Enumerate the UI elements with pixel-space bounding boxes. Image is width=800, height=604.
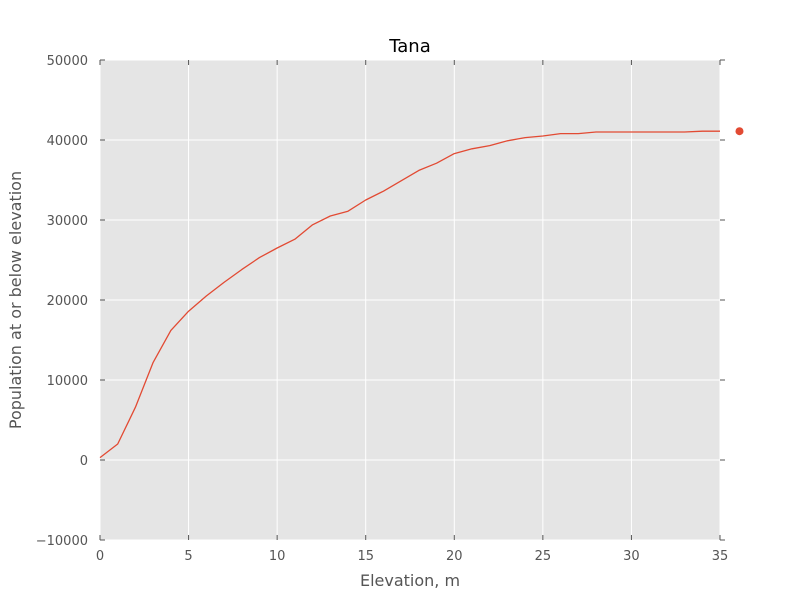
x-tick-label: 35: [712, 549, 729, 564]
x-tick-label: 5: [184, 549, 192, 564]
y-tick-label: 10000: [47, 374, 88, 389]
y-tick-label: 30000: [47, 214, 88, 229]
y-tick-label: 40000: [47, 134, 88, 149]
x-tick-label: 10: [269, 549, 286, 564]
y-tick-label: 0: [80, 454, 88, 469]
series-layer: [99, 127, 744, 459]
x-tick-label: 15: [357, 549, 374, 564]
x-tick-label: 0: [96, 549, 104, 564]
y-tick-label: 20000: [47, 294, 88, 309]
x-axis-label: Elevation, m: [360, 571, 460, 590]
x-tick-label: 25: [535, 549, 552, 564]
y-axis-label: Population at or below elevation: [6, 171, 25, 429]
x-tick-label: 20: [446, 549, 463, 564]
chart-title: Tana: [388, 36, 430, 57]
y-tick-label: −10000: [36, 534, 88, 549]
y-tick-label: 50000: [47, 54, 88, 69]
series-marker: [735, 127, 744, 136]
axis-ticks: [99, 59, 725, 541]
series-line: [99, 130, 720, 459]
tick-labels: 0 5 10 15 20 25 30 35 −10000 0 10000 20000 30000 4000…: [36, 54, 729, 564]
x-tick-label: 30: [623, 549, 640, 564]
